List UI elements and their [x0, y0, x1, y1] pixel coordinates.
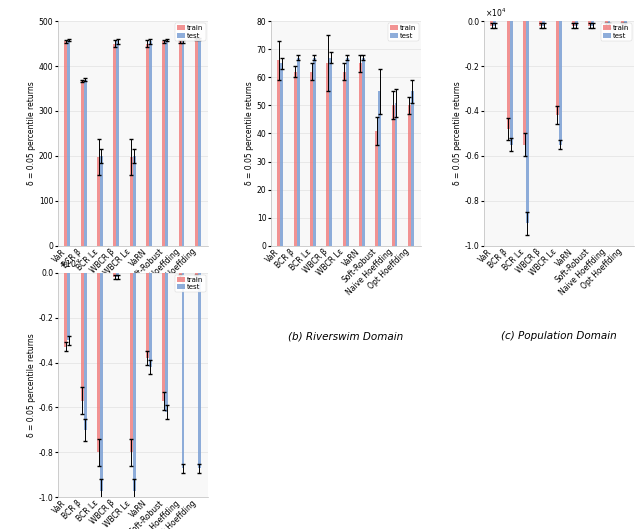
Bar	[81, 81, 84, 246]
Y-axis label: δ = 0.05 percentile returns: δ = 0.05 percentile returns	[27, 81, 36, 185]
Bar	[146, 43, 149, 246]
Bar	[607, 21, 611, 25]
Bar	[182, 272, 184, 468]
Text: $\times10^4$: $\times10^4$	[485, 6, 506, 19]
Bar	[195, 272, 198, 277]
Bar	[526, 21, 529, 223]
Y-axis label: δ = 0.05 percentile returns: δ = 0.05 percentile returns	[245, 81, 254, 185]
Y-axis label: δ = 0.05 percentile returns: δ = 0.05 percentile returns	[452, 81, 462, 185]
Bar	[97, 157, 100, 246]
Bar	[149, 41, 152, 246]
Bar	[113, 43, 116, 246]
Bar	[179, 272, 182, 277]
Bar	[132, 156, 136, 246]
Bar	[132, 272, 136, 490]
Text: $\times10^4$: $\times10^4$	[59, 258, 81, 270]
Bar	[408, 105, 411, 246]
Bar	[392, 105, 394, 246]
Bar	[179, 41, 182, 246]
Bar	[378, 92, 381, 246]
Legend: train, test: train, test	[175, 23, 205, 41]
Bar	[195, 39, 198, 246]
Bar	[621, 21, 624, 25]
Bar	[394, 103, 397, 246]
Bar	[310, 72, 313, 246]
Text: (c) Population Domain: (c) Population Domain	[500, 331, 616, 341]
Bar	[375, 131, 378, 246]
Bar	[297, 58, 300, 246]
Y-axis label: δ = 0.05 percentile returns: δ = 0.05 percentile returns	[27, 333, 36, 437]
Bar	[326, 63, 330, 246]
Bar	[509, 21, 513, 144]
Bar	[116, 41, 119, 246]
Bar	[362, 58, 365, 246]
Legend: train, test: train, test	[388, 23, 419, 41]
Bar	[130, 272, 132, 452]
Bar	[81, 272, 84, 400]
Bar	[65, 41, 67, 246]
Bar	[588, 21, 591, 25]
Bar	[556, 21, 559, 115]
Bar	[165, 40, 168, 246]
Bar	[540, 21, 542, 25]
Bar	[493, 21, 496, 25]
Bar	[280, 63, 284, 246]
Bar	[523, 21, 526, 144]
Bar	[313, 58, 316, 246]
Bar	[165, 272, 168, 412]
Bar	[163, 272, 165, 400]
Bar	[591, 21, 594, 25]
Bar	[294, 72, 297, 246]
Text: (a) Inventory Domain: (a) Inventory Domain	[77, 331, 188, 341]
Bar	[182, 41, 184, 246]
Bar	[490, 21, 493, 25]
Text: (b) Riverswim Domain: (b) Riverswim Domain	[288, 331, 403, 341]
Bar	[572, 21, 575, 25]
Bar	[507, 21, 509, 129]
Bar	[130, 157, 132, 246]
Bar	[100, 156, 103, 246]
Bar	[605, 21, 607, 25]
Bar	[65, 272, 67, 347]
Bar	[411, 92, 414, 246]
Bar	[67, 40, 70, 246]
Bar	[100, 272, 103, 490]
Legend: train, test: train, test	[600, 23, 632, 41]
Bar	[97, 272, 100, 452]
Bar	[624, 21, 627, 25]
Bar	[116, 272, 119, 277]
Bar	[198, 39, 201, 246]
Bar	[575, 21, 578, 25]
Bar	[84, 79, 86, 246]
Bar	[542, 21, 545, 25]
Legend: train, test: train, test	[175, 275, 205, 293]
Bar	[330, 58, 332, 246]
Bar	[84, 272, 86, 430]
Bar	[359, 63, 362, 246]
Bar	[559, 21, 561, 144]
Bar	[342, 72, 346, 246]
Bar	[146, 272, 149, 358]
Bar	[67, 272, 70, 340]
Bar	[346, 58, 349, 246]
Bar	[277, 60, 280, 246]
Bar	[149, 272, 152, 367]
Bar	[113, 272, 116, 277]
Bar	[163, 41, 165, 246]
Bar	[198, 272, 201, 468]
